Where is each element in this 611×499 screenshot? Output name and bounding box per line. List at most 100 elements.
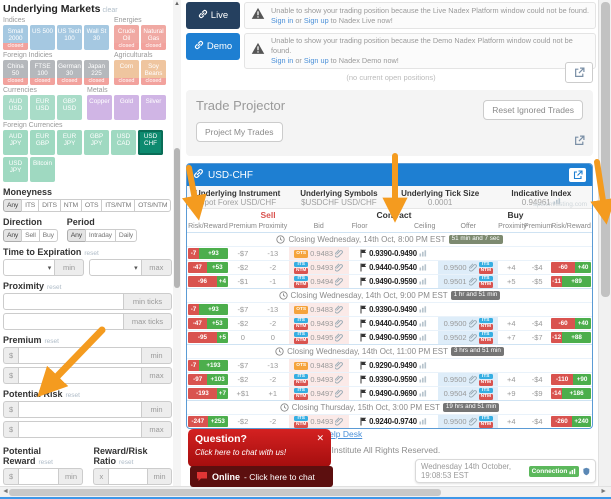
expiration-min-select[interactable]: ▾ <box>3 259 56 276</box>
projector-external-link-button[interactable] <box>574 133 585 151</box>
market-tile-small-2000[interactable]: Small 2000 closed <box>3 25 28 50</box>
contract-row[interactable]: -97 +103 -$2 -2 ITS NTM 0.9493 0.9390-0.95… <box>187 372 592 386</box>
market-tile-soy-beans[interactable]: Soy Beans closed <box>141 60 166 85</box>
market-tile-aud-jpy[interactable]: AUD JPY <box>3 130 28 155</box>
proximity-reset[interactable]: reset <box>47 284 62 291</box>
market-tile-usd-chf[interactable]: USD CHF <box>138 130 163 155</box>
premium-max-input[interactable] <box>18 367 142 384</box>
market-tile-natural-gas[interactable]: Natural Gas closed <box>141 25 166 50</box>
main-vertical-scrollbar[interactable] <box>598 0 611 486</box>
help-desk-link[interactable]: Help Desk <box>323 429 363 439</box>
positions-external-link-button[interactable] <box>565 62 593 83</box>
market-tile-bitcoin[interactable]: Bitcoin <box>30 157 55 182</box>
market-tile-silver[interactable]: Silver <box>141 95 166 120</box>
market-tile-wall-st-30[interactable]: Wall St 30 <box>84 25 109 50</box>
market-tile-us-tech-100[interactable]: US Tech 100 <box>57 25 82 50</box>
column-header-risk-reward-9[interactable]: Risk/Reward <box>551 223 591 230</box>
horizontal-scroll-thumb[interactable] <box>9 489 441 496</box>
contract-row[interactable]: -247 +253 -$2 -2 ITS NTM 0.9493 0.9240-0.9… <box>187 414 592 428</box>
market-tile-usd-cad[interactable]: USD CAD <box>111 130 136 155</box>
demo-sign-up-link[interactable]: Sign up <box>303 55 329 65</box>
column-header-premium-8[interactable]: Premium <box>524 223 553 230</box>
filter-option-any[interactable]: Any <box>3 229 23 242</box>
filter-option-any[interactable]: Any <box>66 229 86 242</box>
market-tile-usd-jpy[interactable]: USD JPY <box>3 157 28 182</box>
proximity-max-input[interactable] <box>3 313 124 330</box>
filter-option-its[interactable]: ITS <box>21 199 40 212</box>
clear-link[interactable]: clear <box>102 7 118 14</box>
time-to-expiration-reset[interactable]: reset <box>84 250 99 257</box>
market-tile-german-30[interactable]: German 30 closed <box>57 60 82 85</box>
chat-popup[interactable]: Question? ✕ Click here to chat with us! <box>188 429 331 474</box>
demo-button[interactable]: Demo <box>186 33 240 60</box>
market-tile-china-50[interactable]: China 50 closed <box>3 60 28 85</box>
ratio-min-input[interactable] <box>108 468 148 485</box>
filter-option-sell[interactable]: Sell <box>21 229 40 242</box>
column-header-ceiling-5[interactable]: Ceiling <box>413 223 436 230</box>
premium-reset[interactable]: reset <box>44 338 59 345</box>
column-header-premium-1[interactable]: Premium <box>228 223 257 230</box>
horizontal-scrollbar[interactable]: ◄ ► <box>0 486 611 497</box>
column-header-floor-4[interactable]: Floor <box>351 223 368 230</box>
potential-reward-reset[interactable]: reset <box>38 459 53 466</box>
sidebar-scroll-thumb[interactable] <box>174 148 180 288</box>
market-tile-us-500[interactable]: US 500 <box>30 25 55 50</box>
filter-option-dits[interactable]: DITS <box>38 199 61 212</box>
live-button[interactable]: Live <box>186 2 240 29</box>
risk-max-input[interactable] <box>18 421 142 438</box>
vertical-scroll-thumb[interactable] <box>601 2 610 297</box>
chat-popup-close-icon[interactable]: ✕ <box>316 433 324 443</box>
filter-option-ots-ntm[interactable]: OTS/NTM <box>134 199 172 212</box>
filter-option-daily[interactable]: Daily <box>114 229 137 242</box>
contract-row[interactable]: -47 +53 -$2 -2 ITS NTM 0.9493 0.9440-0.954… <box>187 316 592 330</box>
market-tile-eur-jpy[interactable]: EUR JPY <box>57 130 82 155</box>
market-tile-gbp-jpy[interactable]: GBP JPY <box>84 130 109 155</box>
filter-option-ots[interactable]: OTS <box>80 199 103 212</box>
column-header-proximity-2[interactable]: Proximity <box>258 223 288 230</box>
contract-row[interactable]: -47 +53 -$2 -2 ITS NTM 0.9493 0.9440-0.954… <box>187 260 592 274</box>
expiration-max-select[interactable]: ▾ <box>89 259 142 276</box>
reset-ignored-trades-button[interactable]: Reset Ignored Trades <box>483 100 583 120</box>
live-sign-up-link[interactable]: Sign up <box>303 15 329 25</box>
market-tile-gbp-usd[interactable]: GBP USD <box>57 95 82 120</box>
live-sign-in-link[interactable]: Sign in <box>271 15 294 25</box>
filter-option-buy[interactable]: Buy <box>38 229 58 242</box>
scroll-left-icon[interactable]: ◄ <box>2 488 9 495</box>
contract-row[interactable]: -7 +193 -$7 -13 OTS 0.9483 0.9290-0.9490 <box>187 358 592 372</box>
premium-min-input[interactable] <box>18 347 142 364</box>
filter-option-any[interactable]: Any <box>3 199 23 212</box>
market-tile-ftse-100[interactable]: FTSE 100 closed <box>30 60 55 85</box>
sidebar-scrollbar[interactable]: ▲ <box>173 0 181 486</box>
contract-row[interactable]: -7 +93 -$7 -13 OTS 0.9483 0.9390-0.9490 <box>187 302 592 316</box>
filter-option-ntm[interactable]: NTM <box>59 199 82 212</box>
scroll-up-icon[interactable]: ▲ <box>174 1 180 7</box>
chat-online-bar[interactable]: Online - Click here to chat <box>190 466 333 487</box>
proximity-min-input[interactable] <box>3 293 124 310</box>
filter-option-intraday[interactable]: Intraday <box>84 229 116 242</box>
contract-row[interactable]: -96 +4 -$1 -1 ITS NTM 0.9494 0.9490-0.9590… <box>187 274 592 288</box>
project-my-trades-button[interactable]: Project My Trades <box>196 122 283 142</box>
reward-risk-ratio-reset[interactable]: reset <box>118 459 134 466</box>
market-tile-eur-gbp[interactable]: EUR GBP <box>30 130 55 155</box>
risk-min-input[interactable] <box>18 401 142 418</box>
potential-risk-reset[interactable]: reset <box>65 392 80 399</box>
market-tile-crude-oil[interactable]: Crude Oil closed <box>114 25 139 50</box>
market-tile-japan-225[interactable]: Japan 225 closed <box>84 60 109 85</box>
contract-row[interactable]: -193 +7 +$1 +1 ITS NTM 0.9497 0.9490-0.969… <box>187 386 592 400</box>
column-header-bid-3[interactable]: Bid <box>313 223 324 230</box>
market-tile-corn[interactable]: Corn closed <box>114 60 139 85</box>
market-tile-aud-usd[interactable]: AUD USD <box>3 95 28 120</box>
scroll-right-icon[interactable]: ► <box>600 488 607 495</box>
demo-sign-in-link[interactable]: Sign in <box>271 55 294 65</box>
market-tile-eur-usd[interactable]: EUR USD <box>30 95 55 120</box>
contract-row[interactable]: -7 +93 -$7 -13 OTS 0.9483 0.9390-0.9490 <box>187 246 592 260</box>
filter-option-its-ntm[interactable]: ITS/NTM <box>101 199 136 212</box>
column-header-proximity-7[interactable]: Proximity <box>498 223 527 230</box>
panel-external-link-button[interactable] <box>569 168 586 182</box>
column-header-risk-reward-0[interactable]: Risk/Reward <box>188 223 228 230</box>
market-tile-copper[interactable]: Copper <box>87 95 112 120</box>
market-tile-gold[interactable]: Gold <box>114 95 139 120</box>
reward-min-input[interactable] <box>18 468 60 485</box>
column-header-offer-6[interactable]: Offer <box>460 223 476 230</box>
contract-row[interactable]: -95 +5 0 0 ITS NTM 0.9495 0.9490-0.9590 0.… <box>187 330 592 344</box>
